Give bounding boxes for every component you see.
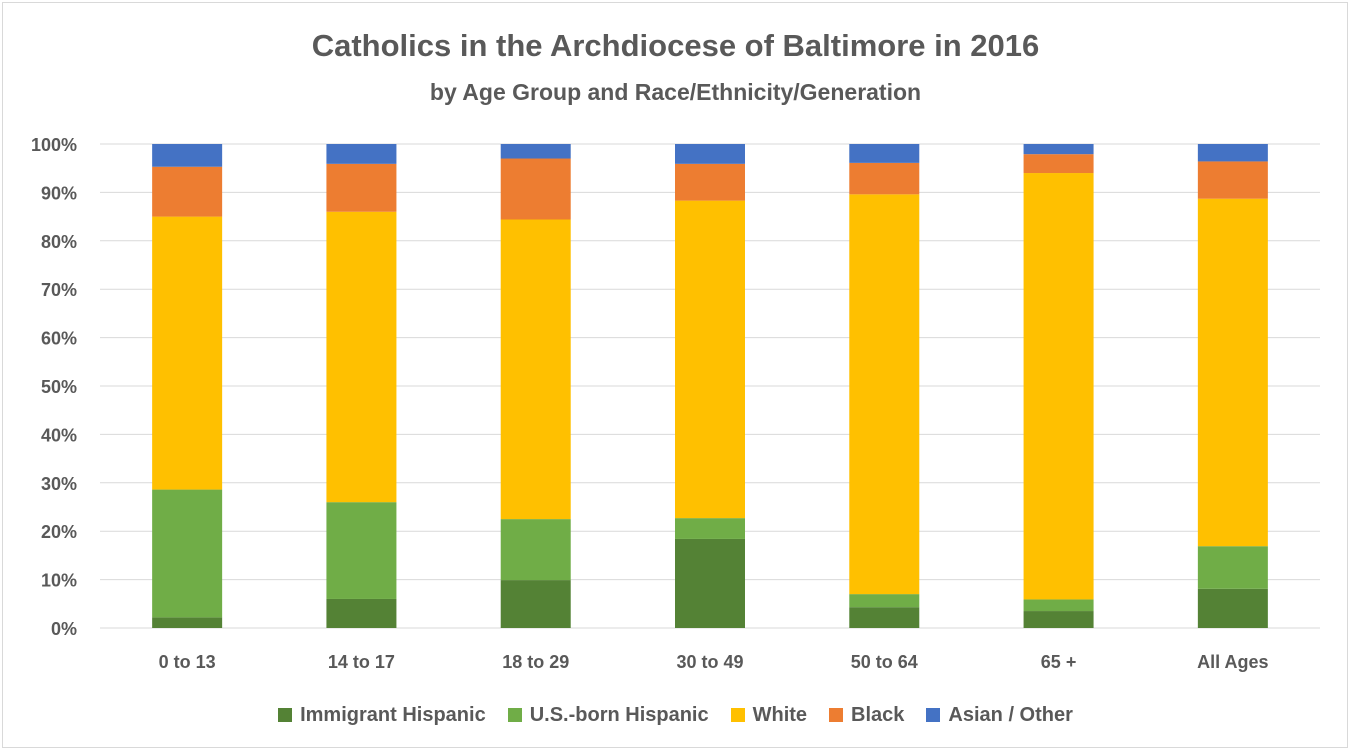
bar-segment bbox=[152, 166, 223, 217]
x-tick-label: 30 to 49 bbox=[676, 652, 743, 672]
bar-segment bbox=[152, 216, 223, 490]
bar-segment bbox=[500, 580, 571, 628]
legend-item: Immigrant Hispanic bbox=[278, 704, 486, 727]
x-tick-label: 0 to 13 bbox=[159, 652, 216, 672]
legend-swatch bbox=[829, 708, 844, 722]
legend-swatch bbox=[507, 708, 522, 722]
bar-segment bbox=[1023, 611, 1094, 628]
bar-segment bbox=[152, 144, 223, 167]
bar-segment bbox=[1197, 588, 1268, 628]
bar-segment bbox=[326, 502, 397, 599]
legend-label: White bbox=[752, 703, 808, 726]
bar-segment bbox=[675, 538, 745, 628]
legend-item: Asian / Other bbox=[926, 703, 1073, 727]
y-tick-label: 0% bbox=[51, 619, 77, 639]
bar-segment bbox=[326, 163, 397, 212]
y-tick-label: 80% bbox=[41, 232, 77, 252]
y-tick-label: 40% bbox=[41, 425, 77, 445]
bar-segment bbox=[675, 163, 745, 201]
bar-segment bbox=[849, 194, 920, 595]
bar-segment bbox=[1197, 198, 1268, 547]
y-tick-label: 10% bbox=[41, 571, 77, 591]
bar-segment bbox=[326, 598, 397, 628]
bar-segment bbox=[1197, 161, 1268, 199]
bar-segment bbox=[500, 144, 571, 159]
y-tick-label: 20% bbox=[41, 522, 77, 542]
legend-swatch bbox=[278, 708, 293, 722]
x-tick-label: 65 + bbox=[1041, 652, 1077, 672]
y-tick-label: 100% bbox=[31, 135, 77, 155]
y-tick-label: 70% bbox=[41, 280, 77, 300]
bar-segment bbox=[675, 518, 745, 539]
bar-segment bbox=[500, 158, 571, 220]
bar-segment bbox=[1023, 599, 1094, 612]
y-tick-label: 60% bbox=[41, 329, 77, 349]
bar-segment bbox=[1197, 546, 1268, 589]
x-tick-label: All Ages bbox=[1197, 652, 1268, 672]
chart-title: Catholics in the Archdiocese of Baltimor… bbox=[311, 28, 1040, 63]
y-tick-label: 30% bbox=[41, 474, 77, 494]
legend: Immigrant Hispanic U.S.-born Hispanic Whit… bbox=[0, 700, 1351, 730]
legend-label: U.S.-born Hispanic bbox=[529, 703, 709, 726]
bar-segment bbox=[849, 607, 920, 628]
legend-item: White bbox=[730, 703, 808, 727]
bar-segment bbox=[500, 519, 571, 581]
y-tick-label: 90% bbox=[41, 183, 77, 203]
bar-segment bbox=[1023, 144, 1094, 155]
legend-item: U.S.-born Hispanic bbox=[507, 703, 709, 727]
bar-segment bbox=[849, 162, 920, 195]
bar-segment bbox=[849, 144, 920, 163]
x-tick-label: 18 to 29 bbox=[502, 652, 569, 672]
bar-segment bbox=[1023, 154, 1094, 174]
bar-segment bbox=[849, 594, 920, 608]
chart-subtitle: by Age Group and Race/Ethnicity/Generati… bbox=[429, 79, 922, 105]
x-tick-label: 50 to 64 bbox=[851, 652, 918, 672]
legend-label: Black bbox=[851, 703, 905, 726]
bar-segment bbox=[1023, 173, 1094, 600]
legend-swatch bbox=[730, 708, 745, 722]
bar-segment bbox=[326, 144, 397, 164]
y-tick-label: 50% bbox=[41, 377, 77, 397]
bar-segment bbox=[1197, 144, 1268, 162]
bar-segment bbox=[326, 211, 397, 503]
x-tick-label: 14 to 17 bbox=[328, 652, 395, 672]
bar-segment bbox=[675, 200, 745, 519]
legend-label: Immigrant Hispanic bbox=[300, 703, 486, 726]
bar-segment bbox=[152, 489, 223, 618]
legend-item: Black bbox=[829, 704, 904, 727]
bar-segment bbox=[152, 617, 223, 628]
legend-swatch bbox=[926, 708, 941, 722]
bar-segment bbox=[675, 144, 745, 164]
bar-segment bbox=[500, 219, 571, 520]
legend-label: Asian / Other bbox=[948, 703, 1073, 726]
